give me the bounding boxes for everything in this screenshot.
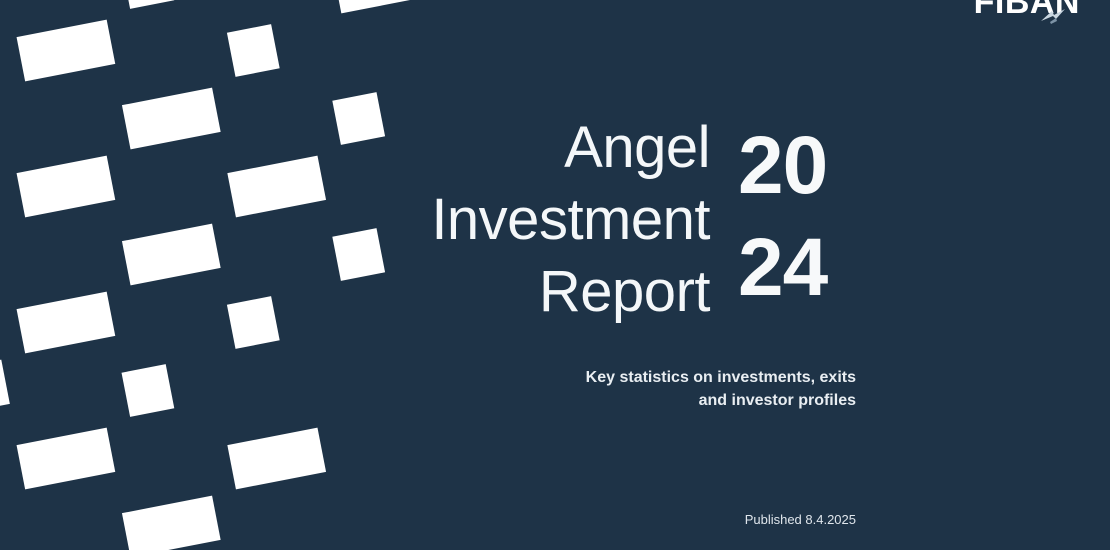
title-line-2: Investment bbox=[431, 187, 710, 252]
pattern-group bbox=[0, 0, 420, 550]
title-line-1: Angel bbox=[564, 115, 710, 180]
subtitle-line-1: Key statistics on investments, exits bbox=[585, 369, 856, 386]
pattern-rect bbox=[121, 495, 221, 550]
pattern-rect bbox=[0, 359, 10, 422]
pattern-rect bbox=[16, 291, 116, 354]
pattern-rect bbox=[121, 364, 175, 417]
year-line-1: 20 bbox=[738, 120, 828, 211]
pattern-rect bbox=[226, 24, 280, 77]
pattern-rect bbox=[121, 87, 221, 150]
published-date: Published 8.4.2025 bbox=[744, 512, 856, 527]
pattern-rect bbox=[121, 223, 221, 286]
title-words: Angel Investment Report bbox=[360, 112, 710, 328]
title-year: 20 24 bbox=[710, 112, 880, 322]
pattern-rect bbox=[16, 155, 116, 218]
pattern-rect bbox=[16, 427, 116, 490]
pattern-svg bbox=[0, 0, 420, 550]
pattern-rect bbox=[227, 427, 327, 490]
subtitle-line-2: and investor profiles bbox=[698, 392, 856, 409]
pattern-rect bbox=[226, 296, 280, 349]
pattern-rect bbox=[0, 0, 10, 14]
fiban-angel-mark-icon bbox=[1041, 9, 1065, 24]
pattern-rect bbox=[121, 0, 175, 9]
subtitle: Key statistics on investments, exits and… bbox=[420, 366, 856, 412]
pattern-rect bbox=[227, 155, 327, 218]
decorative-rectangle-pattern bbox=[0, 0, 420, 550]
pattern-rect bbox=[332, 0, 420, 14]
pattern-rect bbox=[16, 19, 116, 82]
title-block: Angel Investment Report 20 24 bbox=[360, 112, 880, 328]
title-line-3: Report bbox=[538, 259, 711, 324]
year-line-2: 24 bbox=[738, 222, 828, 313]
